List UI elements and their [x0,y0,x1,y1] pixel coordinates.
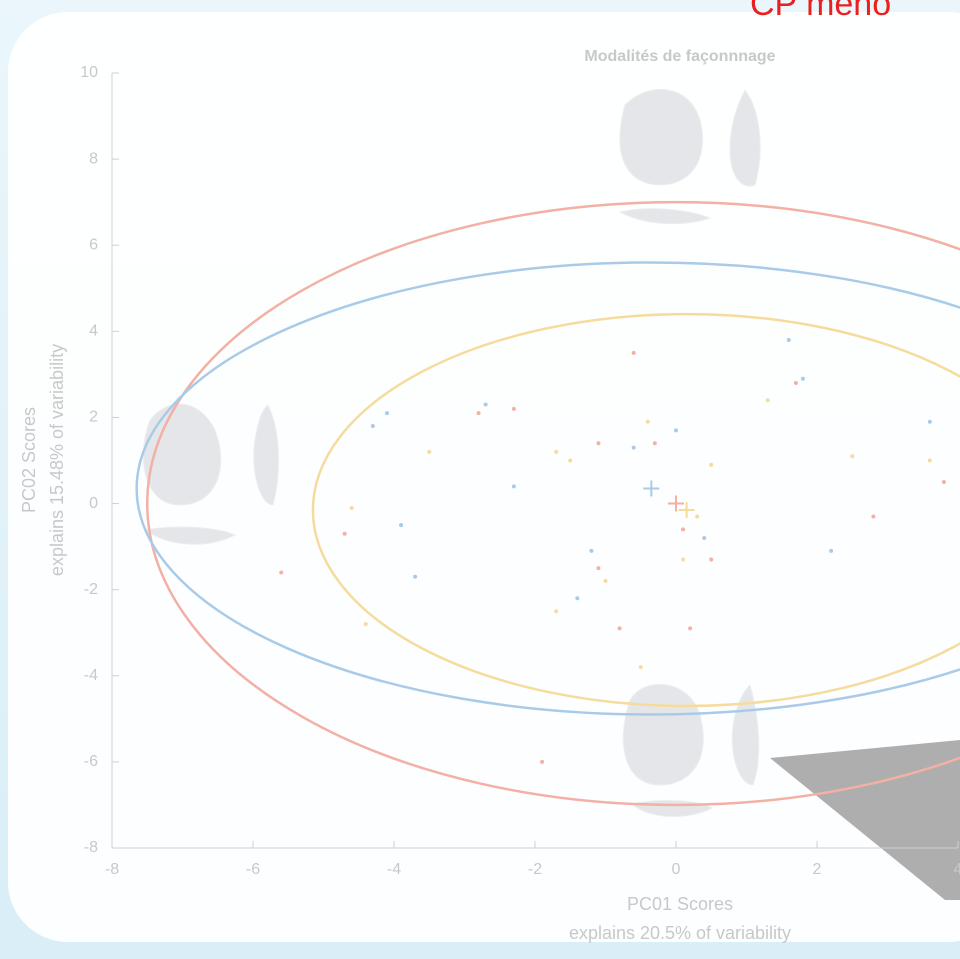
x-label: explains 20.5% of variability [569,923,791,943]
y-tick-label: -2 [84,581,98,598]
shape [729,89,761,187]
x-tick-label: -8 [105,861,119,878]
y-label: explains 15.48% of variability [47,344,67,576]
shape [622,684,704,786]
slide-heading: CP meno [750,0,891,23]
confidence-ellipse [311,312,960,708]
point [554,609,559,614]
y-tick-label: -4 [84,667,98,684]
panel [8,12,960,942]
point [695,514,700,519]
point [399,523,404,528]
point [941,480,946,485]
point [631,350,636,355]
centroid [643,480,660,497]
point [596,441,601,446]
x-tick-label: 0 [672,861,681,878]
point [927,419,932,424]
point [702,536,707,540]
point [342,531,347,536]
point [674,428,678,433]
point [413,574,418,579]
shadow [770,740,960,900]
x-tick-label: 2 [813,861,822,878]
point [476,411,481,416]
y-label: PC02 Scores [19,407,39,513]
point [427,449,432,454]
point [596,566,601,571]
x-tick-label: 4 [954,861,960,878]
point [681,527,686,532]
chart-title: Modalités de façonnnage [584,48,775,65]
point [631,445,636,450]
y-tick-label: 4 [89,323,98,340]
point [793,381,798,385]
point [349,505,354,510]
point [688,626,693,631]
point [765,398,770,403]
point [603,579,608,584]
shape [618,208,712,225]
centroid [668,495,684,512]
y-tick-label: 10 [80,64,98,81]
point [279,570,284,575]
point [638,665,643,670]
point [589,548,594,553]
point [568,458,573,463]
confidence-ellipse [135,261,960,716]
point [645,419,650,424]
shape [619,89,704,186]
confidence-ellipse [146,201,960,807]
centroid [678,502,695,519]
point [850,454,855,459]
shape [253,404,280,506]
point [871,514,876,519]
y-tick-label: -6 [84,753,98,770]
point [363,622,368,627]
x-tick-label: -2 [528,861,542,878]
x-tick-label: -4 [387,861,401,878]
point [709,557,714,562]
x-tick-label: -6 [246,861,260,878]
point [511,406,516,411]
point [384,411,389,416]
point [709,462,714,467]
point [652,441,657,446]
x-label: PC01 Scores [627,894,733,914]
point [554,449,559,454]
y-tick-label: 8 [89,150,98,167]
y-tick-label: 2 [89,409,98,426]
y-tick-label: 0 [89,495,98,512]
point [540,759,545,764]
point [829,548,834,553]
point [575,596,580,601]
point [483,402,488,407]
shape-thumbnails [142,89,761,817]
y-tick-label: -8 [84,839,98,856]
point [681,557,686,562]
shape [143,526,237,545]
point [370,424,375,429]
y-tick-label: 6 [89,236,98,253]
point [511,484,516,489]
point [786,337,791,342]
point [800,376,805,381]
point [617,626,622,631]
point [927,458,932,463]
